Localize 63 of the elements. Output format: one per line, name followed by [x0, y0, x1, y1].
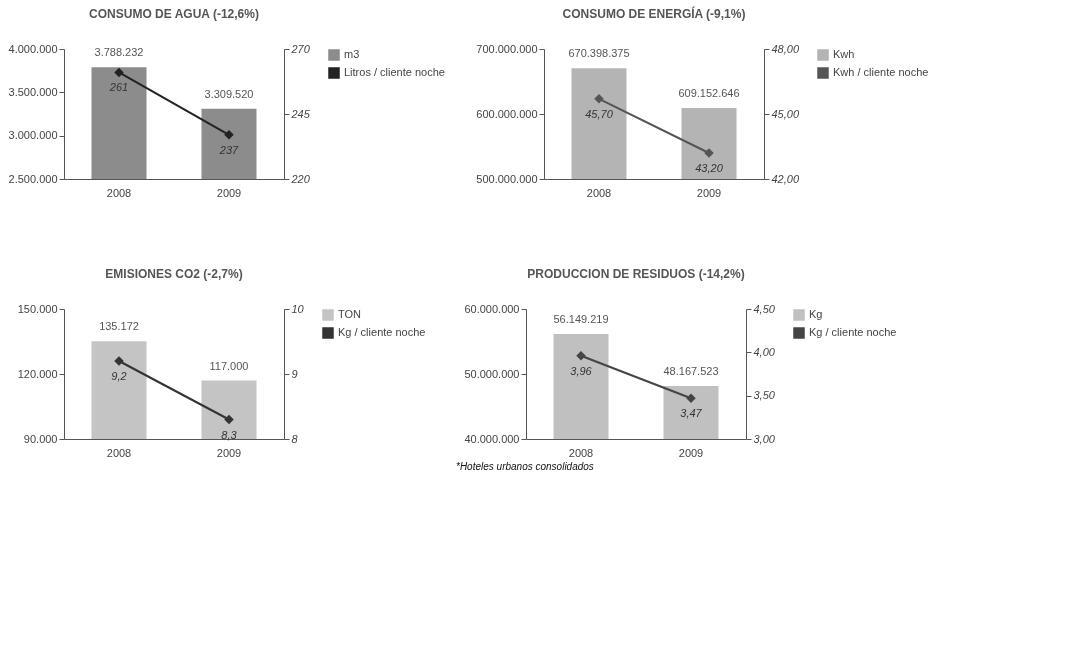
legend-label: Litros / cliente noche [344, 66, 445, 78]
chart-title: CONSUMO DE ENERGÍA (-9,1%) [562, 6, 746, 21]
y2-tick-label: 10 [291, 302, 305, 315]
y-tick-label: 500.000.000 [476, 172, 538, 185]
text: *Hoteles urbanos consolidados [456, 461, 594, 472]
x-tick-label: 2009 [678, 446, 704, 459]
data-label: 3.788.232 [94, 46, 144, 59]
y-tick-label: 4.000.000 [8, 42, 58, 55]
y2-tick-label: 245 [290, 107, 311, 120]
data-label: 670.398.375 [568, 47, 630, 60]
y-tick-label: 600.000.000 [476, 107, 538, 120]
y-tick-label: 50.000.000 [464, 367, 520, 380]
chart-title: PRODUCCION DE RESIDUOS (-14,2%) [527, 267, 745, 281]
data-label: 8,3 [221, 428, 238, 441]
y-tick-label: 120.000 [17, 367, 58, 380]
data-label: 43,20 [695, 162, 724, 174]
legend-label: Kg / cliente noche [338, 326, 426, 338]
y2-tick-label: 45,00 [771, 107, 800, 120]
y-tick-label: 700.000.000 [476, 42, 538, 55]
x-tick-label: 2009 [216, 446, 242, 459]
data-label: 3.309.520 [204, 87, 254, 100]
data-label: 3,47 [680, 407, 703, 420]
chart-title: CONSUMO DE AGUA (-12,6%) [89, 7, 259, 21]
y2-tick-label: 3,00 [753, 432, 776, 445]
y2-tick-label: 9 [291, 367, 298, 380]
data-label: 56.149.219 [553, 313, 609, 326]
y-tick-label: 90.000 [23, 432, 58, 445]
y2-tick-label: 270 [290, 42, 311, 55]
data-label: 9,2 [111, 370, 127, 382]
y2-tick-label: 4,50 [753, 302, 776, 315]
y2-tick-label: 48,00 [771, 42, 800, 55]
legend-label: m3 [344, 48, 360, 60]
x-tick-label: 2008 [568, 446, 594, 459]
data-label: 117.000 [209, 359, 249, 372]
y-tick-label: 2.500.000 [8, 172, 58, 185]
x-tick-label: 2008 [106, 186, 132, 199]
y-tick-label: 150.000 [17, 302, 58, 315]
y-tick-label: 3.000.000 [8, 129, 58, 142]
y2-tick-label: 8 [291, 432, 299, 445]
legend-label: TON [338, 308, 362, 320]
x-tick-label: 2008 [106, 446, 132, 459]
y2-tick-label: 4,00 [753, 345, 776, 358]
x-tick-label: 2009 [696, 186, 722, 199]
y2-tick-label: 220 [290, 172, 311, 185]
y2-tick-label: 42,00 [771, 172, 800, 185]
data-label: 45,70 [585, 107, 614, 120]
legend-label: Kg / cliente noche [809, 326, 897, 338]
y-tick-label: 60.000.000 [464, 302, 520, 315]
y-tick-label: 3.500.000 [8, 85, 58, 98]
data-label: 261 [108, 81, 129, 94]
data-label: 609.152.646 [678, 87, 740, 100]
x-tick-label: 2009 [216, 186, 242, 199]
data-label: 135.172 [99, 320, 139, 333]
legend-label: Kg [809, 308, 823, 320]
data-label: 237 [218, 143, 240, 156]
y2-tick-label: 3,50 [753, 389, 776, 402]
data-label: 48.167.523 [663, 364, 719, 377]
chart-title: EMISIONES CO2 (-2,7%) [105, 267, 243, 281]
data-label: 3,96 [570, 364, 593, 377]
x-tick-label: 2008 [586, 186, 612, 199]
legend-label: Kwh [833, 48, 855, 60]
y-tick-label: 40.000.000 [464, 432, 520, 445]
legend-label: Kwh / cliente noche [833, 66, 929, 78]
